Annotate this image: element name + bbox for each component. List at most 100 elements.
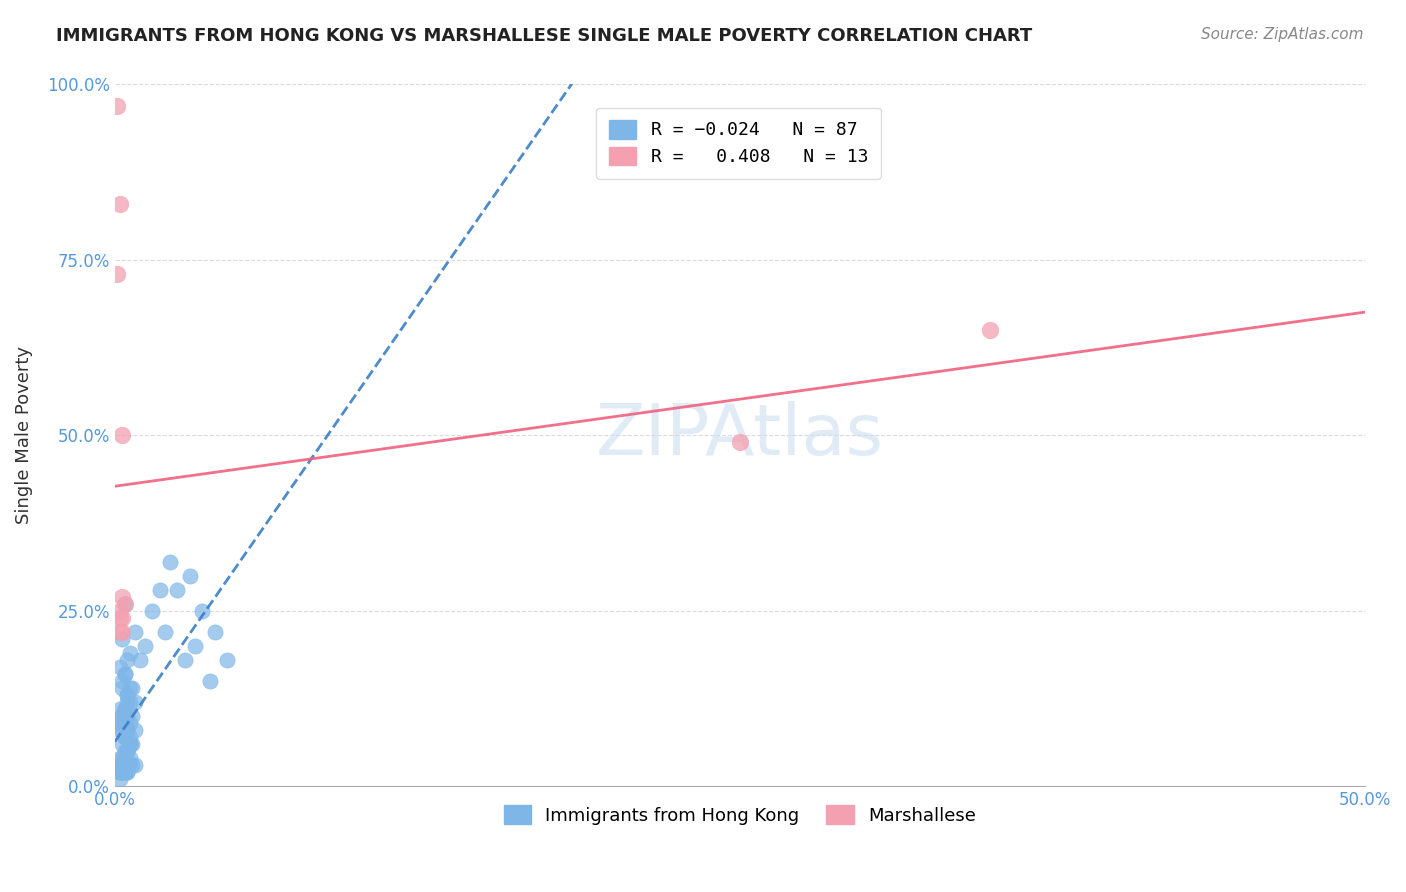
- Point: [117, 744, 139, 758]
- Point: [108, 772, 131, 787]
- Point: [114, 765, 136, 780]
- Point: [111, 758, 134, 772]
- Point: [111, 758, 134, 772]
- Legend: Immigrants from Hong Kong, Marshallese: Immigrants from Hong Kong, Marshallese: [495, 797, 984, 834]
- Point: [114, 597, 136, 611]
- Point: [179, 569, 201, 583]
- Point: [111, 709, 134, 723]
- Point: [204, 625, 226, 640]
- Point: [111, 758, 134, 772]
- Point: [108, 660, 131, 674]
- Point: [173, 653, 195, 667]
- Point: [105, 98, 128, 112]
- Point: [111, 590, 134, 604]
- Point: [111, 723, 134, 738]
- Point: [111, 758, 134, 772]
- Point: [117, 723, 139, 738]
- Point: [141, 604, 163, 618]
- Point: [108, 765, 131, 780]
- Point: [117, 765, 139, 780]
- Point: [114, 702, 136, 716]
- Point: [108, 765, 131, 780]
- Point: [124, 723, 146, 738]
- Point: [111, 625, 134, 640]
- Point: [114, 751, 136, 765]
- Point: [128, 653, 150, 667]
- Point: [111, 716, 134, 731]
- Point: [217, 653, 239, 667]
- Point: [121, 681, 143, 696]
- Point: [124, 695, 146, 709]
- Point: [118, 737, 141, 751]
- Point: [117, 765, 139, 780]
- Point: [114, 731, 136, 745]
- Point: [117, 695, 139, 709]
- Point: [149, 582, 172, 597]
- Point: [117, 758, 139, 772]
- Point: [114, 751, 136, 765]
- Point: [118, 737, 141, 751]
- Point: [134, 639, 156, 653]
- Point: [108, 723, 131, 738]
- Point: [111, 709, 134, 723]
- Point: [108, 196, 131, 211]
- Point: [114, 765, 136, 780]
- Point: [118, 646, 141, 660]
- Point: [111, 765, 134, 780]
- Point: [111, 758, 134, 772]
- Text: IMMIGRANTS FROM HONG KONG VS MARSHALLESE SINGLE MALE POVERTY CORRELATION CHART: IMMIGRANTS FROM HONG KONG VS MARSHALLESE…: [56, 27, 1032, 45]
- Point: [124, 758, 146, 772]
- Point: [114, 731, 136, 745]
- Point: [108, 716, 131, 731]
- Text: Source: ZipAtlas.com: Source: ZipAtlas.com: [1201, 27, 1364, 42]
- Point: [153, 625, 176, 640]
- Point: [108, 751, 131, 765]
- Point: [111, 611, 134, 625]
- Point: [979, 323, 1001, 337]
- Point: [114, 702, 136, 716]
- Point: [108, 604, 131, 618]
- Text: ZIPAtlas: ZIPAtlas: [596, 401, 884, 470]
- Point: [111, 632, 134, 646]
- Point: [191, 604, 214, 618]
- Point: [105, 267, 128, 281]
- Point: [114, 667, 136, 681]
- Point: [111, 709, 134, 723]
- Point: [159, 555, 181, 569]
- Point: [111, 758, 134, 772]
- Point: [108, 765, 131, 780]
- Point: [117, 688, 139, 702]
- Point: [121, 737, 143, 751]
- Point: [184, 639, 207, 653]
- Point: [108, 611, 131, 625]
- Point: [111, 681, 134, 696]
- Point: [117, 653, 139, 667]
- Point: [114, 751, 136, 765]
- Point: [111, 751, 134, 765]
- Point: [117, 744, 139, 758]
- Point: [118, 737, 141, 751]
- Point: [108, 625, 131, 640]
- Point: [111, 428, 134, 442]
- Point: [111, 674, 134, 689]
- Point: [114, 702, 136, 716]
- Point: [118, 751, 141, 765]
- Point: [121, 758, 143, 772]
- Point: [118, 681, 141, 696]
- Y-axis label: Single Male Poverty: Single Male Poverty: [15, 346, 32, 524]
- Point: [117, 688, 139, 702]
- Point: [117, 709, 139, 723]
- Point: [108, 702, 131, 716]
- Point: [111, 737, 134, 751]
- Point: [108, 765, 131, 780]
- Point: [166, 582, 188, 597]
- Point: [114, 597, 136, 611]
- Point: [117, 744, 139, 758]
- Point: [121, 709, 143, 723]
- Point: [118, 695, 141, 709]
- Point: [114, 731, 136, 745]
- Point: [117, 723, 139, 738]
- Point: [118, 758, 141, 772]
- Point: [728, 435, 751, 450]
- Point: [118, 716, 141, 731]
